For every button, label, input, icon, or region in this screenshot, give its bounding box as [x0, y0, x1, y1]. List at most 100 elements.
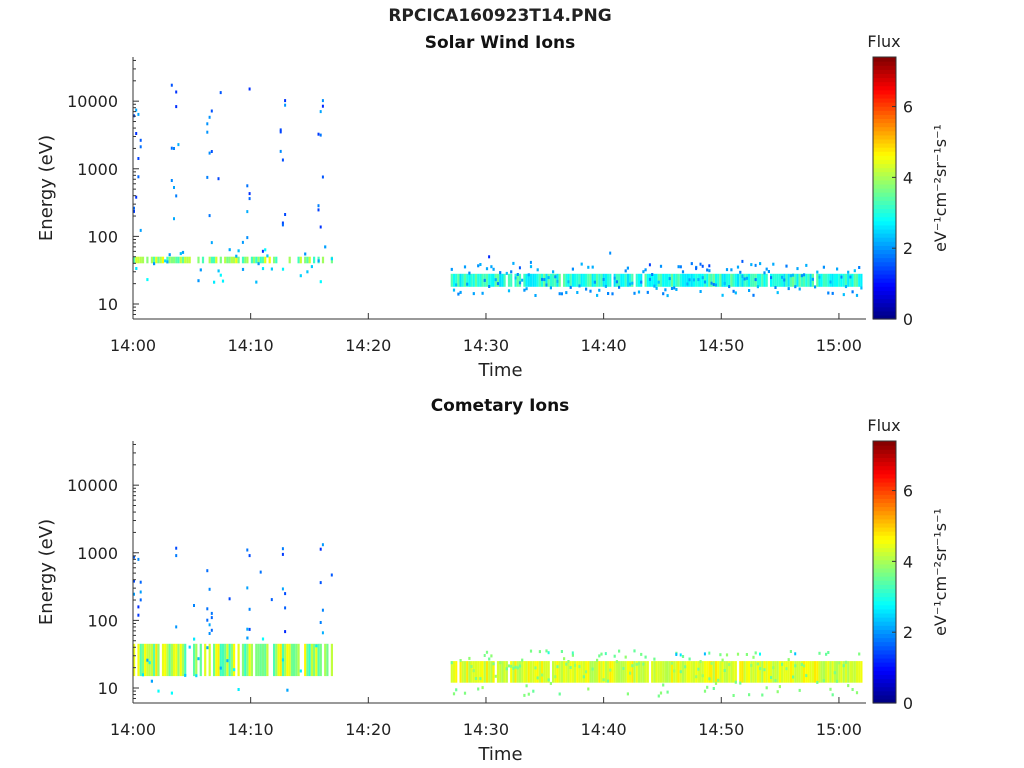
flux-cell: [803, 273, 806, 287]
flux-cell: [470, 661, 473, 683]
colorbar-step: [873, 204, 896, 210]
flux-cell: [860, 273, 863, 287]
flux-cell: [853, 661, 856, 683]
flux-cell: [703, 661, 707, 683]
flux-cell: [246, 636, 249, 640]
flux-cell: [613, 654, 616, 658]
flux-cell: [479, 661, 482, 683]
flux-cell: [596, 293, 599, 297]
flux-cell: [655, 661, 658, 683]
flux-cell: [219, 91, 222, 95]
flux-cell: [631, 661, 634, 683]
flux-cell: [855, 273, 859, 287]
flux-cell: [199, 268, 202, 272]
flux-cell: [208, 643, 211, 677]
colorbar-step: [873, 130, 896, 136]
spectrogram-cells: [133, 83, 863, 298]
flux-cell: [295, 643, 298, 677]
flux-cell: [483, 661, 486, 683]
flux-cell: [585, 287, 588, 291]
flux-cell: [593, 661, 596, 683]
flux-cell: [306, 256, 309, 264]
flux-cell: [565, 291, 568, 295]
flux-cell: [479, 677, 482, 681]
flux-cell: [490, 265, 493, 269]
flux-cell: [166, 643, 169, 677]
flux-cell: [609, 251, 612, 255]
flux-cell: [765, 661, 768, 683]
flux-cell: [756, 662, 759, 666]
flux-cell: [153, 643, 156, 677]
flux-cell: [463, 661, 467, 683]
colorbar-step: [873, 674, 896, 680]
flux-cell: [164, 643, 167, 677]
flux-cell: [306, 270, 309, 274]
flux-cell: [725, 268, 729, 272]
flux-cell: [734, 661, 737, 683]
flux-cell: [321, 175, 324, 179]
x-tick-label: 14:10: [228, 336, 274, 355]
flux-cell: [268, 256, 271, 264]
flux-cell: [461, 661, 464, 683]
flux-cell: [578, 665, 581, 669]
flux-cell: [455, 273, 458, 287]
flux-cell: [670, 273, 674, 287]
flux-cell: [525, 273, 528, 287]
flux-cell: [499, 661, 502, 683]
flux-cell: [844, 661, 848, 683]
flux-cell: [543, 278, 546, 282]
flux-cell: [259, 570, 262, 574]
flux-cell: [759, 273, 762, 287]
flux-cell: [635, 662, 638, 666]
flux-cell: [527, 692, 530, 696]
flux-cell: [721, 293, 724, 297]
flux-cell: [732, 273, 735, 287]
flux-cell: [670, 661, 674, 665]
flux-cell: [299, 274, 302, 278]
flux-cell: [547, 651, 550, 655]
flux-cell: [490, 273, 493, 287]
flux-cell: [618, 649, 621, 653]
flux-cell: [770, 661, 773, 683]
colorbar-label: Flux: [867, 32, 900, 51]
colorbar-step: [873, 261, 896, 267]
flux-cell: [206, 122, 209, 126]
flux-cell: [556, 665, 559, 669]
flux-cell: [582, 675, 585, 679]
flux-cell: [219, 256, 222, 264]
flux-cell: [708, 651, 711, 655]
flux-cell: [197, 256, 200, 264]
flux-cell: [516, 661, 519, 683]
flux-cell: [177, 643, 180, 677]
flux-cell: [228, 248, 231, 252]
solar-wind-ions-panel: Solar Wind Ions 14:00 14:10 14:20 14:30 14:40…: [36, 32, 950, 381]
flux-cell: [208, 214, 211, 218]
flux-cell: [745, 276, 748, 280]
flux-cell: [659, 264, 663, 268]
flux-cell: [765, 686, 768, 690]
flux-cell: [785, 264, 788, 268]
flux-cell: [653, 661, 656, 683]
flux-cell: [213, 643, 216, 677]
colorbar-step: [873, 486, 896, 491]
flux-cell: [598, 288, 601, 292]
flux-cell: [135, 132, 138, 135]
flux-cell: [210, 616, 213, 620]
flux-cell: [492, 267, 495, 271]
flux-cell: [241, 643, 245, 677]
flux-cell: [330, 643, 333, 677]
flux-cell: [483, 278, 486, 282]
flux-cell: [170, 643, 173, 677]
flux-cell: [789, 650, 792, 653]
flux-cell: [137, 613, 140, 617]
flux-cell: [745, 661, 748, 683]
flux-cell: [576, 273, 579, 287]
colorbar-step: [873, 477, 896, 483]
flux-cell: [600, 273, 603, 287]
flux-cell: [250, 643, 253, 677]
flux-cell: [518, 661, 522, 683]
flux-cell: [717, 661, 720, 683]
flux-cell: [816, 273, 819, 287]
flux-cell: [527, 273, 530, 287]
flux-cell: [800, 273, 803, 287]
